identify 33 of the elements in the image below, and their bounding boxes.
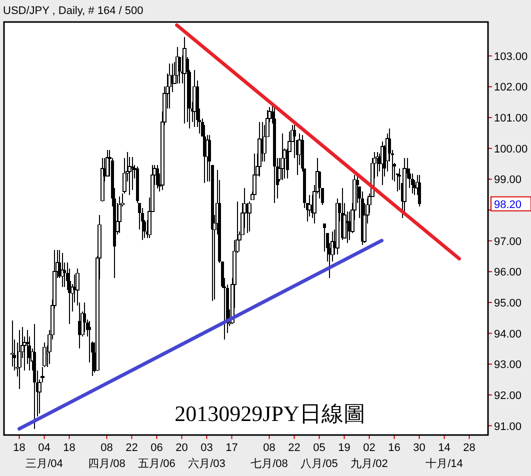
y-tick-label: 99.00 (494, 174, 522, 186)
y-tick-label: 91.00 (494, 420, 522, 433)
x-tick-label: 05 八月/05 (300, 442, 338, 470)
y-tick-label: 97.00 (494, 236, 522, 248)
y-tick-label: 103.00 (494, 50, 528, 63)
y-tick-label: 92.00 (494, 390, 522, 402)
x-tick-label: 17 (226, 442, 238, 454)
y-tick-label: 93.00 (494, 359, 522, 372)
x-tick-label: 22 (288, 442, 300, 454)
y-tick-label: 101.00 (494, 112, 528, 125)
x-tick-label: 22 (126, 442, 138, 454)
y-tick-label: 94.00 (494, 328, 522, 340)
x-tick-label: 08 四月/08 (88, 442, 126, 470)
x-tick-label: 08 七月/08 (250, 442, 288, 470)
y-tick-label: 95.00 (494, 297, 522, 310)
x-tick-label: 04 三月/04 (26, 442, 63, 470)
x-tick-label: 30 (413, 442, 426, 454)
annotation: 20130929JPY日線圖 (174, 401, 366, 426)
y-tick-label: 96.00 (494, 266, 522, 279)
x-tick-label: 18 (63, 442, 76, 454)
y-tick-label: 102.00 (494, 82, 528, 94)
y-tick-label: 100.00 (494, 143, 528, 156)
x-tick-label: 02 九月/02 (350, 442, 388, 470)
x-tick-label: 20 (176, 442, 188, 454)
x-tick-label: 06 五月/06 (138, 442, 176, 470)
text: 98.20 (494, 198, 522, 211)
x-tick-label: 28 (463, 442, 476, 454)
x-tick-label: 16 (388, 442, 400, 454)
chart-title: USD/JPY , Daily, # 164 / 500 (3, 5, 144, 17)
x-tick-label: 18 (13, 442, 26, 454)
x-tick-label: 14 十月/14 (426, 442, 463, 470)
x-tick-label: 03 六月/03 (188, 442, 226, 470)
x-tick-label: 19 (338, 442, 350, 454)
